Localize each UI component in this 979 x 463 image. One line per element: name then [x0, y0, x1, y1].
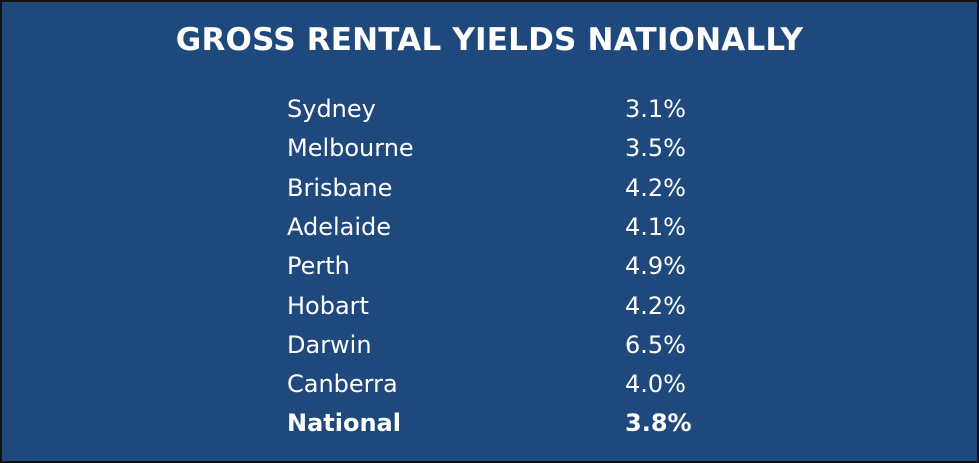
yield-value: 3.1% — [625, 95, 686, 123]
title: GROSS RENTAL YIELDS NATIONALLY — [175, 22, 804, 58]
city-name: Sydney — [287, 95, 376, 123]
city-name: Darwin — [287, 330, 372, 359]
city-name: Canberra — [287, 370, 398, 399]
city-name: National — [287, 409, 401, 438]
city-name: Melbourne — [287, 134, 414, 163]
yield-value: 3.5% — [625, 134, 686, 163]
city-name: Adelaide — [287, 212, 392, 241]
yield-value: 4.2% — [625, 173, 686, 202]
yield-value: 4.9% — [625, 252, 686, 281]
yield-value: 6.5% — [625, 330, 686, 359]
city-name: Brisbane — [287, 173, 393, 202]
yield-value: 4.0% — [625, 370, 686, 399]
city-name: Hobart — [287, 291, 369, 320]
yield-value: 4.1% — [625, 212, 686, 241]
yield-value: 4.2% — [625, 291, 686, 320]
city-name: Perth — [287, 252, 350, 281]
yield-value: 3.8% — [625, 409, 692, 438]
